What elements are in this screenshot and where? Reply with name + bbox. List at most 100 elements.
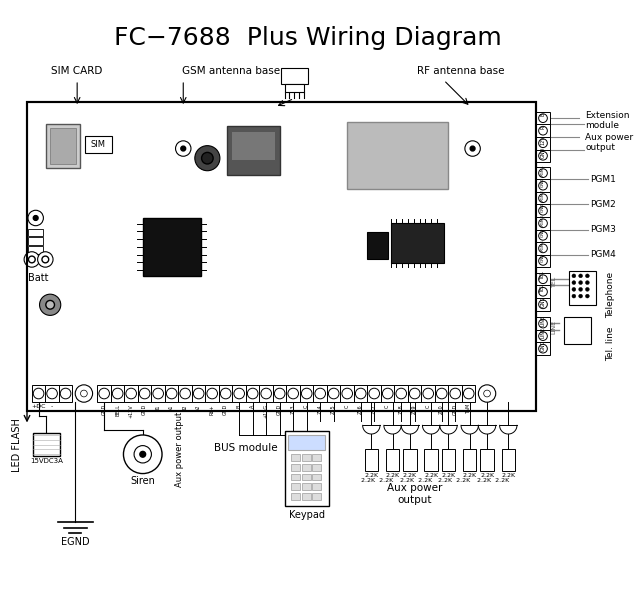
Circle shape [126,388,137,399]
Bar [313,385,327,402]
Circle shape [538,139,547,148]
Text: B1: B1 [156,404,161,411]
Bar [327,385,341,402]
Text: BELL: BELL [115,404,120,416]
Text: GND: GND [453,404,457,416]
Bar [292,464,300,471]
Text: TAM: TAM [466,404,471,414]
Text: Batt: Batt [28,273,49,283]
Text: GND: GND [540,147,545,158]
Bar [59,385,72,402]
Bar [313,464,321,471]
Bar [143,218,200,276]
Circle shape [538,244,547,253]
Circle shape [134,446,151,463]
Text: GND: GND [541,203,545,212]
Text: R: R [540,126,545,129]
Bar [364,450,378,471]
Circle shape [28,210,43,225]
Bar [288,435,325,450]
Text: 12V: 12V [540,135,545,145]
Bar [537,273,550,285]
Circle shape [572,280,576,285]
Bar [232,131,275,160]
Bar [27,102,537,411]
Bar [367,385,381,402]
Bar [32,385,45,402]
Text: +12V: +12V [129,404,134,418]
Bar [281,69,308,84]
Text: C: C [385,404,390,407]
Bar [354,385,367,402]
Circle shape [538,194,547,203]
Bar [313,474,321,480]
Circle shape [193,388,204,399]
Text: Aux power
output: Aux power output [586,133,634,152]
Bar [366,233,388,260]
Text: GND: GND [541,178,545,187]
Circle shape [355,388,366,399]
Text: EGND: EGND [61,537,89,547]
Bar [179,385,192,402]
Bar [313,493,321,499]
Bar [151,385,165,402]
Text: +12G: +12G [263,404,269,418]
Text: GND: GND [541,253,545,262]
Circle shape [579,288,582,291]
Bar [463,450,477,471]
Circle shape [572,294,576,298]
Text: A: A [250,404,255,407]
Bar [302,454,311,461]
Text: PGM4: PGM4 [541,239,545,251]
Text: 2.2K: 2.2K [385,472,399,478]
Circle shape [436,388,447,399]
Text: FC−7688  Plus Wiring Diagram: FC−7688 Plus Wiring Diagram [114,26,501,50]
Bar [292,493,300,499]
Circle shape [538,126,547,135]
Circle shape [42,256,48,263]
Text: Aux power: Aux power [387,483,442,493]
Bar [50,129,76,164]
Circle shape [382,388,393,399]
Bar [232,385,246,402]
Circle shape [248,388,258,399]
Circle shape [220,388,231,399]
Circle shape [261,388,272,399]
Circle shape [274,388,285,399]
Bar [537,330,550,343]
Circle shape [24,252,40,267]
Circle shape [29,256,35,263]
Text: BUS module: BUS module [214,443,278,453]
Text: output: output [397,495,432,505]
Text: Rb+: Rb+ [210,404,214,415]
Text: Aux power output: Aux power output [175,412,184,487]
Bar [564,318,591,344]
Text: PGM3: PGM3 [590,225,616,234]
Bar [28,237,43,245]
Text: LED FLASH: LED FLASH [12,417,22,472]
Circle shape [410,388,420,399]
Circle shape [75,385,93,402]
Bar [28,228,43,236]
Bar [124,385,138,402]
Text: LINE: LINE [540,315,545,326]
Circle shape [329,388,339,399]
Bar [386,450,399,471]
Bar [292,474,300,480]
Text: A2: A2 [196,404,201,411]
Circle shape [538,114,547,123]
Circle shape [538,344,547,353]
Circle shape [60,388,71,399]
Circle shape [538,275,547,283]
Circle shape [234,388,244,399]
Text: LINE: LINE [540,327,545,338]
Circle shape [342,388,353,399]
Text: 2.2K: 2.2K [463,472,477,478]
Bar [347,121,449,189]
Bar [381,385,394,402]
Bar [537,217,550,230]
Circle shape [586,294,590,298]
Circle shape [463,388,474,399]
Bar [408,385,422,402]
Circle shape [572,288,576,291]
